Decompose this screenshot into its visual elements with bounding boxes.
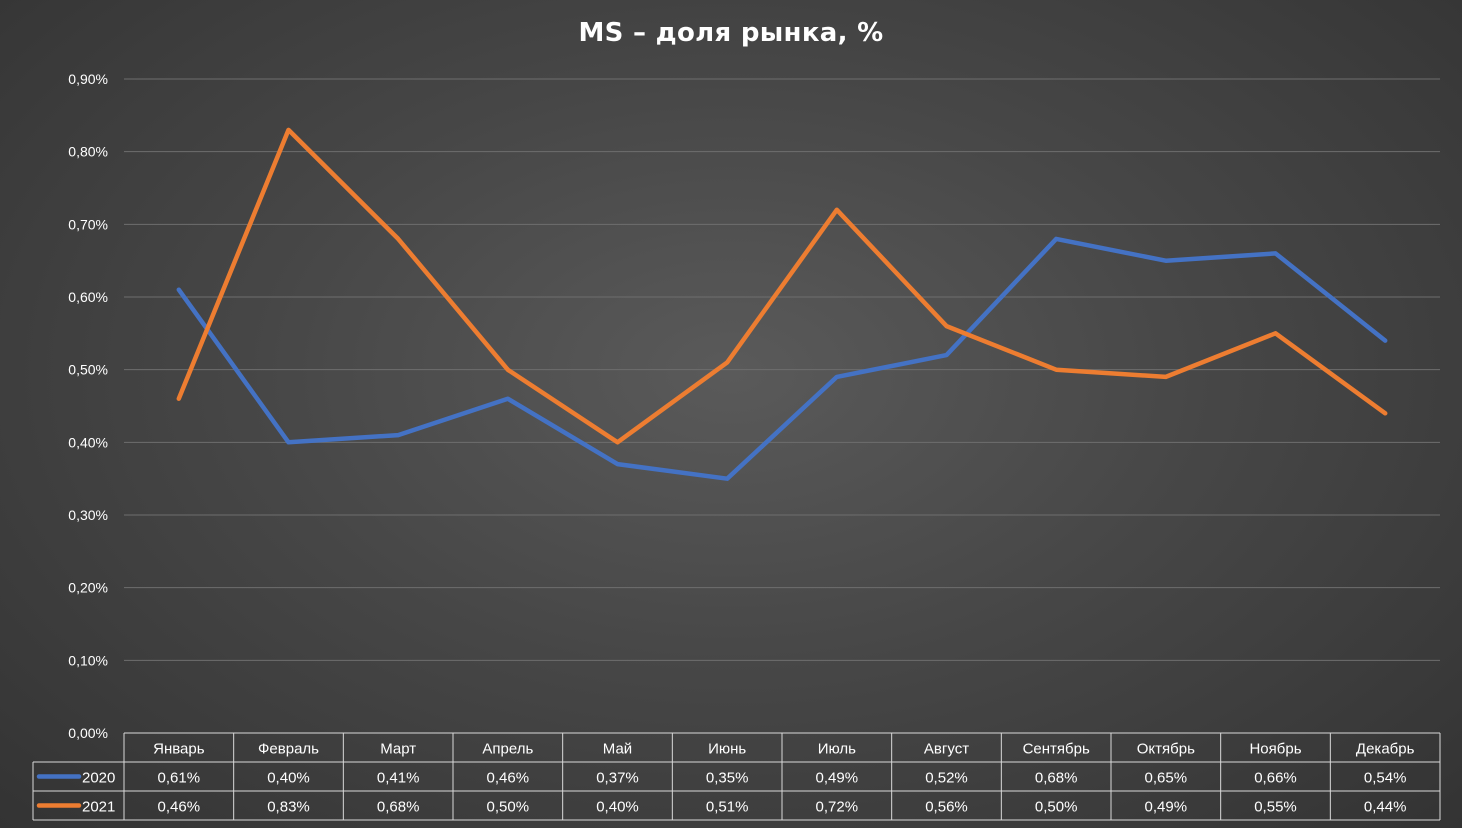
data-label: 0,52% [925, 770, 968, 787]
x-category-label: Сентябрь [1023, 741, 1090, 758]
series-line-2020 [176, 236, 1388, 481]
x-category-label: Декабрь [1356, 741, 1415, 758]
data-label: 0,83% [267, 799, 310, 816]
y-tick-label: 0,70% [68, 216, 108, 232]
data-label: 0,37% [596, 770, 639, 787]
y-tick-label: 0,60% [68, 289, 108, 305]
x-category-label: Октябрь [1137, 741, 1195, 758]
data-label: 0,41% [377, 770, 420, 787]
data-label: 0,55% [1254, 799, 1297, 816]
gridlines [124, 78, 1440, 661]
data-label: 0,68% [377, 799, 420, 816]
data-label: 0,61% [158, 770, 201, 787]
data-label: 0,35% [706, 770, 749, 787]
data-label: 0,44% [1364, 799, 1407, 816]
data-label: 0,72% [816, 799, 859, 816]
data-label: 0,40% [267, 770, 310, 787]
y-tick-label: 0,00% [68, 725, 108, 741]
data-label: 0,56% [925, 799, 968, 816]
data-label: 0,68% [1035, 770, 1078, 787]
data-label: 0,65% [1145, 770, 1188, 787]
x-category-label: Май [603, 741, 632, 758]
y-tick-label: 0,90% [68, 71, 108, 87]
series-lines [176, 127, 1388, 481]
data-label: 0,40% [596, 799, 639, 816]
data-label: 0,54% [1364, 770, 1407, 787]
x-category-label: Март [380, 741, 416, 758]
y-tick-label: 0,50% [68, 362, 108, 378]
data-label: 0,50% [487, 799, 530, 816]
legend-label: 2021 [82, 799, 115, 816]
data-label: 0,50% [1035, 799, 1078, 816]
y-tick-label: 0,80% [68, 144, 108, 160]
data-table: Январь Февраль Март Апрель Май Июнь Июль Август… [32, 732, 1441, 821]
y-tick-label: 0,20% [68, 580, 108, 596]
y-tick-label: 0,30% [68, 507, 108, 523]
x-category-label: Август [924, 741, 969, 758]
legend-label: 2020 [82, 770, 115, 787]
x-category-label: Февраль [258, 741, 319, 758]
x-category-label: Январь [153, 741, 205, 758]
x-category-label: Ноябрь [1249, 741, 1301, 758]
data-label: 0,46% [487, 770, 530, 787]
series-line-2021 [176, 127, 1388, 445]
data-label: 0,46% [158, 799, 201, 816]
data-label: 0,49% [816, 770, 859, 787]
data-label: 0,66% [1254, 770, 1297, 787]
y-tick-label: 0,10% [68, 652, 108, 668]
x-category-label: Июль [818, 741, 856, 758]
y-tick-label: 0,40% [68, 434, 108, 450]
x-category-label: Июнь [708, 741, 746, 758]
x-category-label: Апрель [482, 741, 533, 758]
data-label: 0,51% [706, 799, 749, 816]
y-axis-tick-labels: 0,00% 0,10% 0,20% 0,30% 0,40% 0,50% 0,60% 0,70%… [68, 71, 108, 741]
chart-title: MS – доля рынка, % [578, 18, 884, 48]
data-label: 0,49% [1145, 799, 1188, 816]
